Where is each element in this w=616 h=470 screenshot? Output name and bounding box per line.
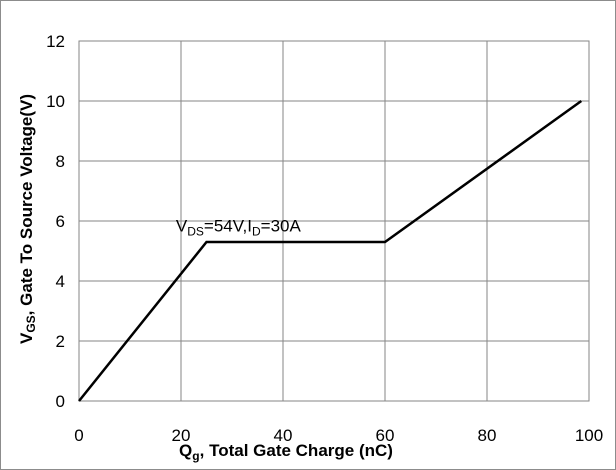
y-tick-label: 8 [56, 152, 65, 171]
annot-mid: =54V,I [204, 217, 252, 236]
y-tick-label: 6 [56, 212, 65, 231]
series-line [78, 99, 583, 402]
y-tick-label: 0 [56, 392, 65, 411]
x-axis-title-sub: g [192, 449, 199, 463]
y-tick-label: 10 [46, 92, 65, 111]
y-tick-label: 12 [46, 32, 65, 51]
annot-v: V [176, 217, 188, 236]
x-tick-label: 0 [74, 426, 83, 445]
y-axis-title: VGS, Gate To Source Voltage(V) [17, 94, 38, 344]
x-axis-title-rest: , Total Gate Charge (nC) [200, 441, 393, 460]
annot-ds-sub: DS [187, 225, 204, 239]
y-tick-label: 4 [56, 272, 65, 291]
x-tick-label: 100 [575, 426, 603, 445]
y-tick-label: 2 [56, 332, 65, 351]
annot-d-sub: D [252, 225, 261, 239]
x-tick-label: 60 [376, 426, 395, 445]
x-tick-label: 80 [478, 426, 497, 445]
plot-area [78, 40, 590, 402]
x-tick-labels: 0 20 40 60 80 100 [74, 426, 603, 445]
x-axis-title-main: Q [179, 441, 192, 460]
x-tick-label: 40 [274, 426, 293, 445]
operating-condition-annotation: VDS=54V,ID=30A [176, 217, 302, 239]
x-tick-label: 20 [172, 426, 191, 445]
y-axis-title-rest: , Gate To Source Voltage(V) [17, 94, 36, 315]
grid [78, 40, 590, 402]
annot-end: =30A [261, 217, 302, 236]
y-tick-labels: 0 2 4 6 8 10 12 [46, 32, 65, 411]
x-axis-title: Qg, Total Gate Charge (nC) [179, 441, 393, 463]
y-axis-title-sub: GS [24, 315, 38, 332]
y-axis-title-main: V [17, 332, 36, 344]
